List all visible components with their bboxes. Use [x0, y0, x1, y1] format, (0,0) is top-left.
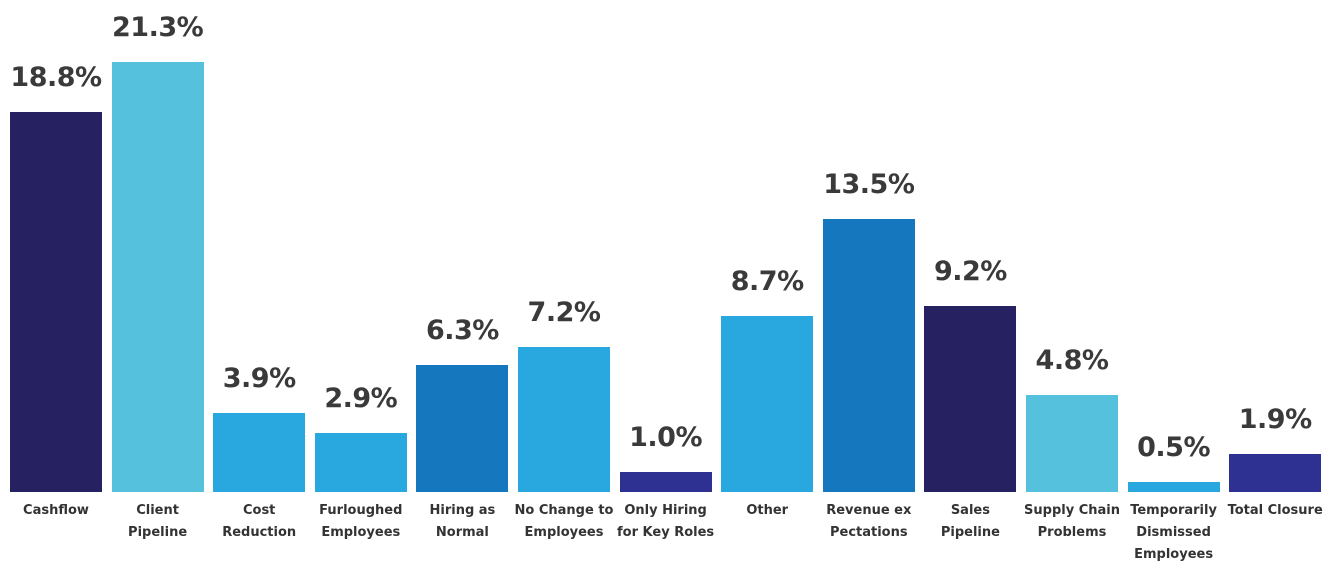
x-tick-label: Sales Pipeline: [940, 503, 1000, 540]
bar: [1026, 395, 1118, 492]
x-tick-label: Only Hiring for Key Roles: [617, 503, 715, 540]
x-tick-label: Temporarily Dismissed Employees: [1130, 503, 1217, 562]
bar: [721, 316, 814, 492]
value-label: 2.9%: [324, 383, 398, 415]
value-label: 3.9%: [222, 363, 296, 395]
x-tick-label: Other: [746, 503, 789, 518]
bar: [213, 413, 306, 492]
bar: [924, 306, 1017, 492]
value-label: 9.2%: [933, 256, 1007, 288]
value-label: 21.3%: [112, 12, 204, 43]
bar: [1229, 453, 1322, 492]
value-label: 1.9%: [1238, 403, 1312, 435]
x-tick-label: Supply Chain Problems: [1024, 503, 1120, 540]
value-label: 8.7%: [730, 266, 804, 298]
bar: [1127, 481, 1220, 492]
value-label: 13.5%: [823, 169, 915, 201]
x-tick-label: Hiring as Normal: [429, 503, 496, 540]
bar: [10, 112, 102, 492]
bar: [619, 471, 712, 492]
bar: [314, 433, 407, 492]
bar: [111, 62, 204, 492]
bar: [518, 346, 610, 492]
bar: [822, 219, 915, 492]
value-label: 0.5%: [1137, 431, 1211, 463]
x-tick-label: No Change to Employees: [514, 503, 614, 540]
x-tick-label: Furloughed Employees: [319, 503, 403, 540]
value-label: 18.8%: [10, 62, 102, 94]
x-tick-label: Client Pipeline: [128, 503, 188, 540]
x-tick-label: Cashflow: [23, 503, 89, 518]
value-label: 6.3%: [425, 314, 499, 346]
value-label: 4.8%: [1035, 345, 1109, 377]
bar: [416, 364, 509, 492]
x-tick-label: Revenue ex Pectations: [826, 503, 912, 540]
x-tick-label: Cost Reduction: [222, 503, 297, 540]
x-tick-label: Total Closure: [1227, 503, 1323, 518]
value-label: 7.2%: [527, 296, 601, 328]
value-label: 1.0%: [629, 421, 703, 453]
